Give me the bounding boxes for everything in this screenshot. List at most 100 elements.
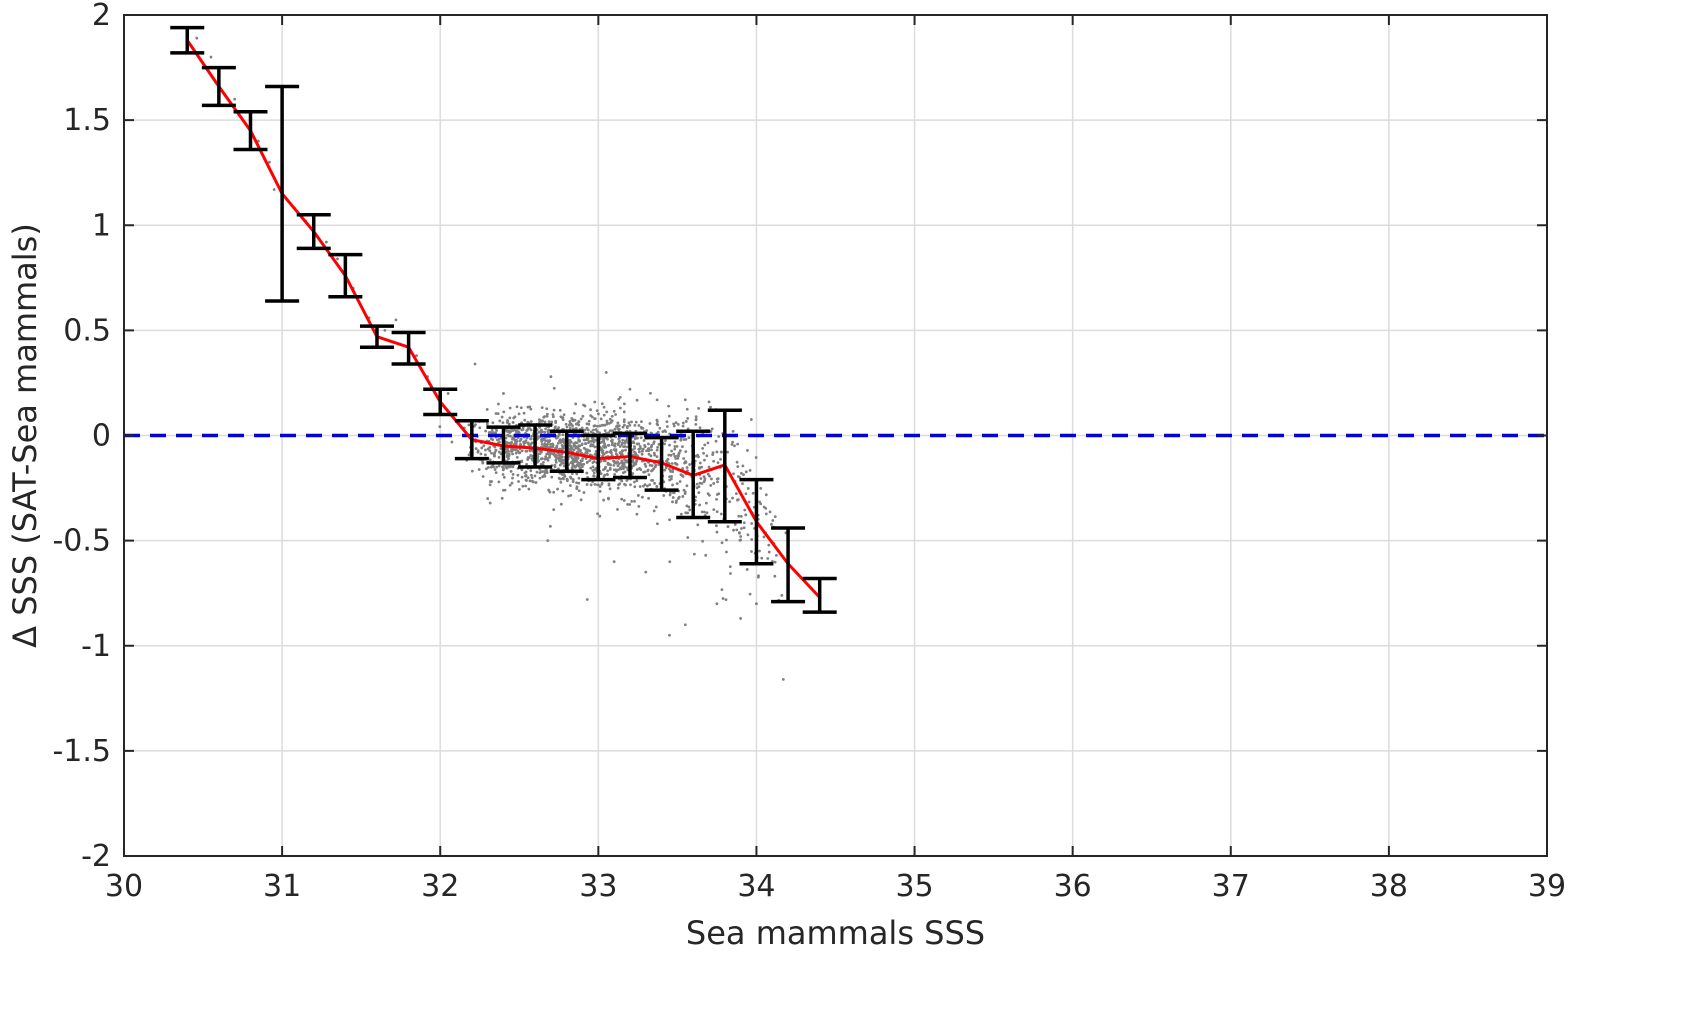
scatter-point xyxy=(569,440,573,444)
scatter-point xyxy=(681,467,685,470)
scatter-point xyxy=(741,482,744,486)
scatter-point xyxy=(484,429,488,433)
scatter-point xyxy=(681,495,685,498)
scatter-point xyxy=(715,602,719,606)
scatter-point xyxy=(497,450,501,454)
scatter-point xyxy=(750,550,753,553)
scatter-point xyxy=(681,421,685,425)
scatter-point xyxy=(500,496,504,500)
scatter-point xyxy=(604,465,607,469)
scatter-point xyxy=(670,475,674,478)
scatter-point xyxy=(637,447,641,451)
scatter-point xyxy=(606,462,610,466)
scatter-point xyxy=(706,441,710,445)
scatter-point xyxy=(550,475,554,479)
scatter-point xyxy=(716,480,719,484)
scatter-point xyxy=(541,461,545,464)
scatter-point xyxy=(576,422,580,425)
error-bar xyxy=(359,324,394,349)
error-bar xyxy=(423,387,458,417)
scatter-point xyxy=(694,422,698,426)
scatter-point xyxy=(576,461,580,465)
scatter-point xyxy=(520,449,524,453)
scatter-point xyxy=(530,434,533,438)
scatter-point xyxy=(510,481,514,485)
scatter-point xyxy=(708,474,711,478)
scatter-point xyxy=(623,423,626,427)
scatter-point xyxy=(517,430,520,434)
scatter-point xyxy=(764,493,768,497)
scatter-point xyxy=(616,468,619,472)
scatter-point xyxy=(728,500,732,504)
scatter-point xyxy=(559,415,563,419)
scatter-point xyxy=(272,188,276,191)
scatter-point xyxy=(585,451,589,455)
scatter-point xyxy=(688,463,691,466)
scatter-point xyxy=(712,508,716,512)
scatter-point xyxy=(557,426,561,429)
scatter-point xyxy=(654,463,658,467)
scatter-point xyxy=(506,463,510,467)
scatter-point xyxy=(732,528,735,532)
scatter-point xyxy=(616,442,620,445)
scatter-point xyxy=(685,484,689,488)
scatter-point xyxy=(595,424,599,428)
x-tick-label: 38 xyxy=(1370,869,1408,904)
scatter-point xyxy=(695,486,699,490)
scatter-point xyxy=(526,427,530,430)
scatter-point xyxy=(630,500,634,503)
scatter-point xyxy=(622,420,626,424)
scatter-point xyxy=(762,535,766,539)
scatter-point xyxy=(562,461,566,465)
scatter-point xyxy=(615,453,619,457)
scatter-point xyxy=(625,459,629,463)
scatter-point xyxy=(540,442,544,446)
scatter-point xyxy=(715,530,719,534)
scatter-point xyxy=(679,438,683,442)
scatter-point xyxy=(560,443,564,447)
scatter-point xyxy=(525,429,529,433)
scatter-point xyxy=(520,460,524,464)
scatter-point xyxy=(737,514,741,518)
scatter-point xyxy=(505,450,509,454)
scatter-point xyxy=(712,459,716,463)
scatter-point xyxy=(771,519,775,522)
scatter-point xyxy=(732,472,735,476)
y-tick-label: 1.5 xyxy=(63,103,111,138)
scatter-point xyxy=(589,408,592,412)
scatter-point xyxy=(583,404,587,408)
scatter-point xyxy=(543,457,547,461)
x-axis-title: Sea mammals SSS xyxy=(686,914,985,952)
y-tick-label: 1 xyxy=(92,208,111,243)
scatter-point xyxy=(671,483,674,487)
scatter-point xyxy=(559,502,563,506)
scatter-point xyxy=(658,426,662,430)
scatter-point xyxy=(625,466,629,470)
scatter-point xyxy=(571,463,575,467)
scatter-point xyxy=(672,452,676,456)
scatter-point xyxy=(509,465,512,469)
scatter-point xyxy=(562,464,566,468)
x-tick-label: 37 xyxy=(1212,869,1250,904)
scatter-point xyxy=(652,467,656,471)
scatter-point xyxy=(645,484,649,488)
scatter-point xyxy=(470,469,474,473)
scatter-point xyxy=(612,463,616,467)
scatter-point xyxy=(685,407,689,411)
scatter-point xyxy=(736,465,740,469)
scatter-point xyxy=(668,493,672,497)
scatter-point xyxy=(670,462,674,465)
scatter-point xyxy=(768,510,772,514)
scatter-point xyxy=(665,459,668,463)
scatter-point xyxy=(734,492,738,496)
scatter-point xyxy=(572,442,576,446)
scatter-point xyxy=(549,375,553,379)
scatter-point xyxy=(740,527,743,530)
scatter-point xyxy=(529,407,533,411)
scatter-point xyxy=(592,468,596,472)
scatter-point xyxy=(602,438,606,442)
scatter-point xyxy=(547,446,551,449)
scatter-point xyxy=(529,428,533,432)
scatter-point xyxy=(599,472,603,476)
scatter-point xyxy=(677,451,681,455)
